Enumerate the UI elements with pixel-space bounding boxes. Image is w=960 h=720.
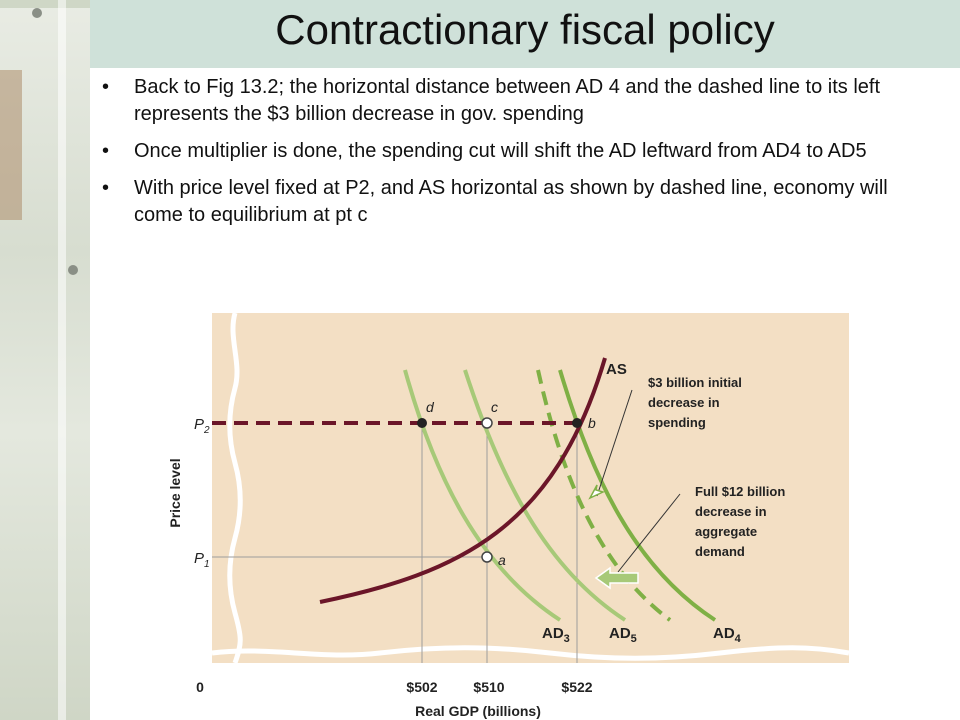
x-tick-0: 0 [196, 679, 204, 695]
annotation-2-line-3: aggregate [695, 524, 757, 539]
ad3-label: AD3 [542, 625, 570, 645]
y-tick-p2: P2 [194, 416, 210, 436]
annotation-2-leader [617, 493, 681, 573]
screw-icon [68, 265, 78, 275]
annotation-1-arrow [588, 484, 606, 500]
decorative-sidebar [0, 0, 90, 720]
annotation-2-arrow [594, 566, 639, 590]
y-tick-p2-sub: 2 [203, 425, 210, 436]
y-axis-label: Price level [167, 458, 183, 527]
annotation-1-line-1: $3 billion initial [648, 375, 742, 390]
screw-icon [32, 8, 42, 18]
point-b-label: b [588, 415, 596, 431]
bullet-text: Back to Fig 13.2; the horizontal distanc… [134, 76, 881, 125]
ad3-label-sub: 3 [564, 633, 570, 645]
ad-as-chart: d c b a AS AD3 AD5 AD4 $3 billion initia… [167, 312, 850, 719]
point-d-label: d [426, 399, 435, 415]
annotation-1-line-3: spending [648, 415, 706, 430]
point-d [417, 418, 427, 428]
axis-break-bottom [211, 645, 850, 661]
ad4-label: AD4 [713, 625, 742, 645]
title-banner: Contractionary fiscal policy [90, 0, 960, 68]
bullet-dot-icon: • [102, 177, 110, 199]
point-c [481, 417, 493, 429]
axis-break-left [227, 312, 243, 664]
x-tick-522: $522 [561, 679, 592, 695]
ad5-curve [463, 369, 627, 622]
annotation-2-line-4: demand [695, 544, 745, 559]
annotation-2-line-1: Full $12 billion [695, 484, 785, 499]
ad4-label-sub: 4 [735, 633, 742, 645]
point-a-label: a [498, 552, 506, 568]
point-b [572, 418, 582, 428]
as-curve [319, 357, 607, 604]
point-c-label: c [491, 399, 498, 415]
bullet-dot-icon: • [102, 140, 110, 162]
y-tick-p1: P1 [194, 550, 210, 570]
x-tick-510: $510 [473, 679, 504, 695]
y-tick-p1-sub: 1 [204, 559, 210, 570]
annotation-2: Full $12 billion decrease in aggregate d… [695, 484, 789, 559]
decor-band [0, 0, 90, 8]
bullet-dot-icon: • [102, 76, 110, 98]
annotation-1-leader [596, 389, 633, 497]
point-a [481, 551, 493, 563]
bullet-text: Once multiplier is done, the spending cu… [134, 140, 867, 162]
decor-block [0, 70, 22, 220]
ad-dashed-curve [536, 369, 672, 622]
x-axis-label: Real GDP (billions) [415, 703, 541, 719]
slide-title: Contractionary fiscal policy [275, 6, 775, 53]
decor-stripe [58, 0, 66, 720]
bullet-item: • Once multiplier is done, the spending … [100, 138, 940, 165]
ad5-label: AD5 [609, 625, 637, 645]
annotation-1: $3 billion initial decrease in spending [648, 375, 746, 430]
y-tick-p2-main: P [194, 416, 204, 433]
bullet-item: • Back to Fig 13.2; the horizontal dista… [100, 74, 940, 128]
as-label: AS [606, 361, 627, 378]
ad3-curve [403, 369, 562, 622]
ad4-label-main: AD [713, 625, 735, 642]
bullet-text: With price level fixed at P2, and AS hor… [134, 177, 888, 226]
plot-background [212, 313, 849, 663]
annotation-2-line-2: decrease in [695, 504, 767, 519]
ad3-label-main: AD [542, 625, 564, 642]
x-tick-502: $502 [406, 679, 437, 695]
y-tick-p1-main: P [194, 550, 204, 567]
annotation-1-line-2: decrease in [648, 395, 720, 410]
ad4-curve [558, 369, 717, 622]
bullet-list: • Back to Fig 13.2; the horizontal dista… [100, 74, 940, 239]
ad5-label-sub: 5 [631, 633, 637, 645]
ad5-label-main: AD [609, 625, 631, 642]
bullet-item: • With price level fixed at P2, and AS h… [100, 175, 940, 229]
